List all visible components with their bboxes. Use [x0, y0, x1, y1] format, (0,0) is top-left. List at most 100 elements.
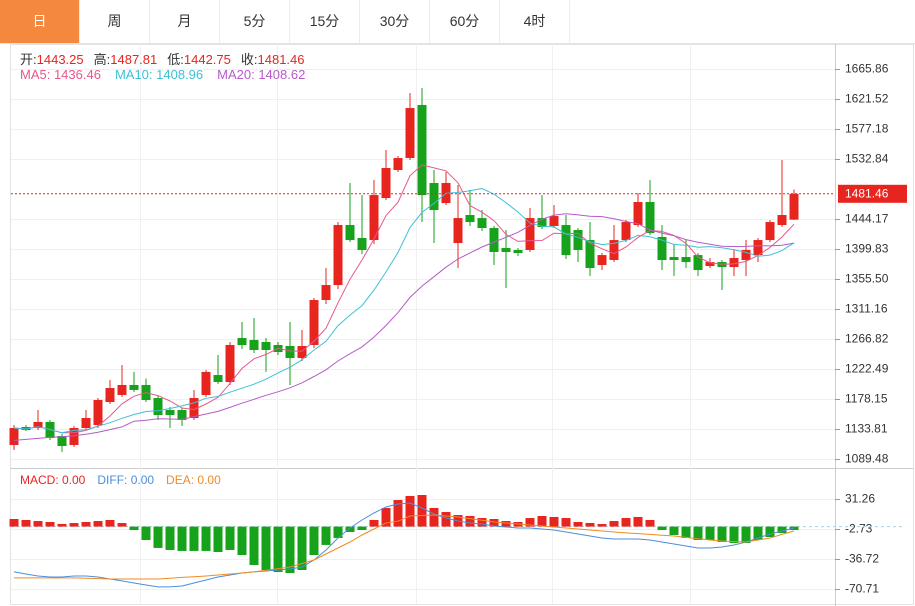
macd-bar [105, 519, 115, 527]
ohlc-readout: 开:1443.25 高:1487.81 低:1442.75 收:1481.46 [20, 49, 315, 68]
ma-line [13, 164, 795, 434]
candle-body [489, 228, 499, 253]
ohlc-label: 高: [93, 52, 111, 67]
period-tab[interactable]: 30分 [360, 0, 430, 43]
y-tick-label: 1444.17 [845, 212, 889, 226]
macd-bar [705, 526, 715, 540]
ma-line [13, 187, 795, 434]
period-tab[interactable]: 15分 [290, 0, 360, 43]
y-tick-label: 1577.18 [845, 122, 889, 136]
legend-entry: MA5: 1436.46 [20, 67, 101, 82]
candle-body [129, 384, 139, 390]
y-tick-label: 1133.81 [845, 422, 888, 436]
candle-body [405, 108, 415, 159]
ma-line [13, 213, 795, 441]
macd-bar [177, 526, 187, 551]
candle-body [621, 222, 631, 241]
candle-body [393, 158, 403, 171]
macd-bar [417, 495, 427, 527]
candle-body [729, 258, 739, 268]
macd-bar [753, 526, 763, 540]
macd-bar [21, 519, 31, 527]
macd-bar [621, 518, 631, 527]
macd-bar [681, 526, 691, 538]
candle-body [165, 410, 175, 416]
macd-bar [69, 523, 79, 527]
candle-body [645, 202, 655, 234]
ohlc-label: 开: [20, 52, 37, 67]
candle-body [177, 410, 187, 421]
candle-body [357, 238, 367, 250]
macd-bar [225, 526, 235, 550]
candle-body [261, 342, 271, 350]
macd-bar [345, 526, 355, 532]
period-tab[interactable]: 4时 [500, 0, 570, 43]
period-tab[interactable]: 5分 [220, 0, 290, 43]
macd-bar [237, 526, 247, 555]
macd-bar [117, 523, 127, 527]
candle-body [573, 230, 583, 250]
macd-bar [669, 526, 679, 535]
ohlc-label: 低: [167, 52, 184, 67]
candle-body [657, 237, 667, 261]
legend-entry: DEA: 0.00 [166, 473, 221, 487]
candle-body [561, 225, 571, 256]
legend-entry: MA10: 1408.96 [114, 67, 204, 82]
candle-body [249, 339, 259, 350]
macd-bar [93, 521, 103, 527]
macd-bar [141, 526, 151, 540]
candle-body [537, 218, 547, 228]
macd-bar [369, 519, 379, 527]
macd-bar [333, 526, 343, 538]
macd-bar [429, 507, 439, 527]
macd-bar [309, 526, 319, 555]
candle-body [777, 215, 787, 226]
macd-bar [285, 526, 295, 573]
candle-body [453, 218, 463, 244]
macd-bar [297, 526, 307, 570]
macd-bar [129, 526, 139, 531]
macd-bar [357, 526, 367, 531]
period-tab[interactable]: 60分 [430, 0, 500, 43]
macd-bar [441, 512, 451, 527]
ohlc-value: 1443.25 [36, 52, 84, 67]
candle-body [213, 375, 223, 383]
candle-body [297, 346, 307, 359]
macd-bar [153, 526, 163, 548]
candle-body [597, 255, 607, 266]
period-tab[interactable]: 周 [80, 0, 150, 43]
macd-legend: MACD: 0.00 DIFF: 0.00 DEA: 0.00 [20, 473, 233, 487]
macd-bar [477, 518, 487, 527]
candle-body [585, 240, 595, 268]
macd-bar [9, 519, 19, 527]
candle-body [321, 285, 331, 300]
macd-bar [573, 522, 583, 527]
candle-body [705, 262, 715, 267]
candle-body [285, 346, 295, 359]
y-tick-label: 1178.15 [845, 392, 888, 406]
macd-bar [609, 521, 619, 527]
macd-bar [741, 526, 751, 543]
candle-body [513, 249, 523, 253]
macd-bar [645, 519, 655, 527]
period-tab[interactable]: 月 [150, 0, 220, 43]
period-tab[interactable]: 日 [0, 0, 80, 43]
macd-bar [201, 526, 211, 551]
candle-body [9, 428, 19, 445]
candle-body [81, 417, 91, 429]
macd-bar [597, 524, 607, 527]
y-tick-label: -70.71 [845, 582, 879, 596]
macd-bar [657, 526, 667, 531]
macd-bar [321, 526, 331, 545]
legend-entry: MA20: 1408.62 [217, 67, 306, 82]
macd-bar [261, 526, 271, 570]
macd-bar [561, 518, 571, 527]
candle-body [741, 249, 751, 261]
ohlc-label: 收: [240, 52, 258, 67]
candle-body [381, 167, 391, 199]
macd-bar [273, 526, 283, 573]
macd-bar [585, 522, 595, 527]
candle-body [465, 215, 475, 223]
